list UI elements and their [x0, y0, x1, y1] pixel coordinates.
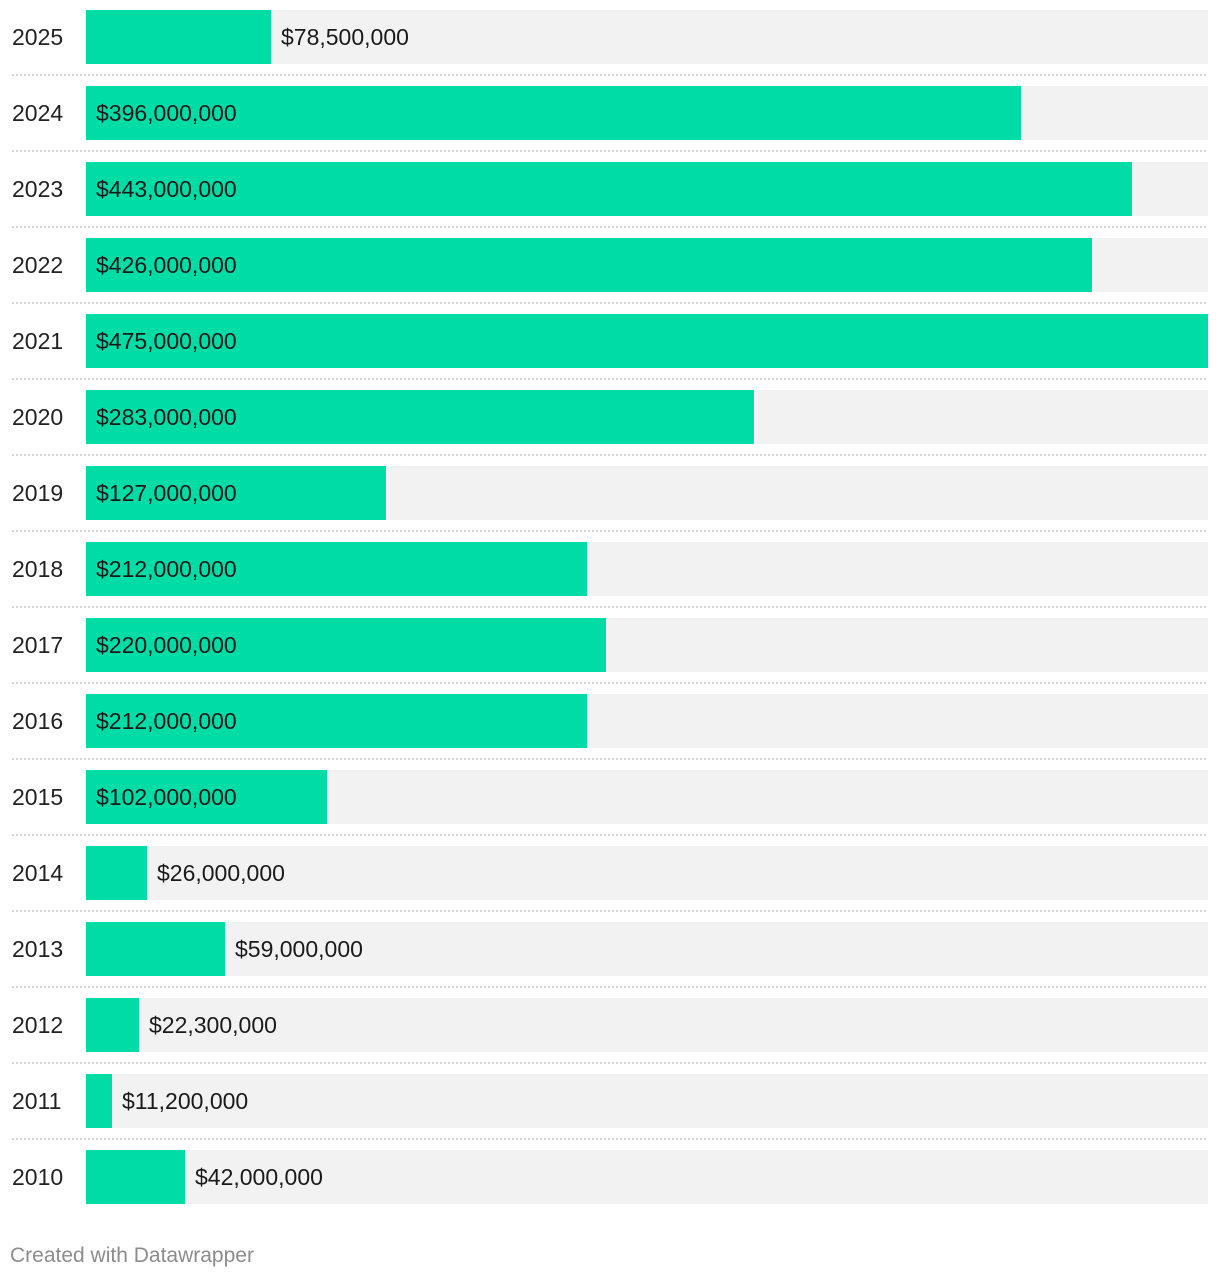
year-label: 2022 [12, 252, 63, 278]
value-label: $426,000,000 [96, 252, 237, 278]
year-label: 2021 [12, 328, 63, 354]
year-label: 2014 [12, 860, 63, 886]
year-label: 2024 [12, 100, 63, 126]
value-label: $102,000,000 [96, 784, 237, 810]
value-label: $212,000,000 [96, 708, 237, 734]
year-label: 2013 [12, 936, 63, 962]
year-label: 2019 [12, 480, 63, 506]
value-label: $220,000,000 [96, 632, 237, 658]
value-label: $26,000,000 [157, 860, 285, 886]
bar-2013 [86, 922, 225, 976]
bar-chart: 2025 $78,500,000 2024 $396,000,000 2023 $443,… [12, 10, 1208, 1204]
value-label: $42,000,000 [195, 1164, 323, 1190]
bar-track [86, 998, 1208, 1052]
datawrapper-credit: Created with Datawrapper [10, 1244, 254, 1267]
value-label: $11,200,000 [122, 1088, 248, 1114]
year-label: 2020 [12, 404, 63, 430]
year-label: 2015 [12, 784, 63, 810]
bar-2019 [86, 466, 386, 520]
bar-2020 [86, 390, 754, 444]
bar-2010 [86, 1150, 185, 1204]
bar-track [86, 1150, 1208, 1204]
bar-2012 [86, 998, 139, 1052]
value-label: $396,000,000 [96, 100, 237, 126]
year-label: 2025 [12, 24, 63, 50]
bar-2025 [86, 10, 271, 64]
bar-2011 [86, 1074, 112, 1128]
year-label: 2023 [12, 176, 63, 202]
bar-2018 [86, 542, 587, 596]
bar-2016 [86, 694, 587, 748]
year-label: 2012 [12, 1012, 63, 1038]
year-label: 2017 [12, 632, 63, 658]
bar-2022 [86, 238, 1092, 292]
year-label: 2011 [12, 1088, 61, 1114]
bar-2023 [86, 162, 1132, 216]
bar-track [86, 922, 1208, 976]
year-label: 2016 [12, 708, 63, 734]
value-label: $283,000,000 [96, 404, 237, 430]
bar-2015 [86, 770, 327, 824]
value-label: $127,000,000 [96, 480, 237, 506]
value-label: $212,000,000 [96, 556, 237, 582]
bar-2024 [86, 86, 1021, 140]
year-label: 2018 [12, 556, 63, 582]
value-label: $78,500,000 [281, 24, 409, 50]
year-label: 2010 [12, 1164, 63, 1190]
bar-track [86, 846, 1208, 900]
value-label: $59,000,000 [235, 936, 363, 962]
bar-2014 [86, 846, 147, 900]
value-label: $443,000,000 [96, 176, 237, 202]
bar-2017 [86, 618, 606, 672]
bar-track [86, 10, 1208, 64]
bar-2021 [86, 314, 1208, 368]
bar-track [86, 1074, 1208, 1128]
value-label: $475,000,000 [96, 328, 237, 354]
value-label: $22,300,000 [149, 1012, 277, 1038]
